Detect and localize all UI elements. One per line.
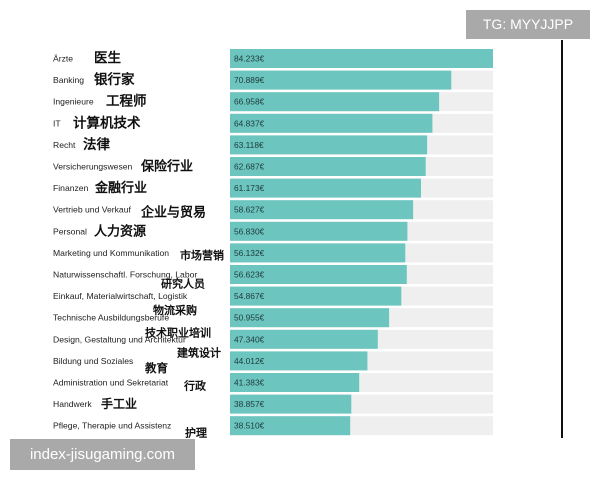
bar bbox=[230, 351, 368, 371]
category-label-zh: 保险行业 bbox=[140, 159, 193, 175]
bar bbox=[230, 265, 407, 284]
category-label-de: Bildung und Soziales bbox=[53, 356, 133, 366]
bar bbox=[230, 113, 433, 133]
category-label-zh: 教育 bbox=[144, 361, 168, 375]
category-label-zh: 法律 bbox=[83, 136, 110, 153]
bar bbox=[230, 329, 378, 349]
bar-value-label: 56.830€ bbox=[234, 226, 265, 236]
category-label-de: Design, Gestaltung und Architektur bbox=[53, 334, 186, 344]
category-label-zh: 物流采购 bbox=[153, 303, 197, 317]
category-label-de: Ärzte bbox=[53, 54, 73, 64]
category-label-zh: 人力资源 bbox=[94, 223, 146, 239]
bar-value-label: 54.867€ bbox=[234, 291, 265, 301]
category-label-de: Vertrieb und Verkauf bbox=[53, 205, 131, 215]
category-label-de: Banking bbox=[53, 75, 84, 85]
bar bbox=[230, 308, 390, 328]
bar bbox=[230, 70, 452, 90]
category-label-zh: 护理 bbox=[185, 426, 207, 440]
bar-value-label: 61.173€ bbox=[234, 183, 265, 193]
bar-value-label: 70.889€ bbox=[234, 75, 265, 85]
watermark-top: TG: MYYJJPP bbox=[466, 10, 590, 39]
category-label-de: Marketing und Kommunikation bbox=[53, 248, 169, 258]
category-label-zh: 研究人员 bbox=[161, 277, 205, 291]
bar-value-label: 47.340€ bbox=[234, 334, 265, 344]
bar-value-label: 56.623€ bbox=[234, 270, 265, 280]
category-label-zh: 企业与贸易 bbox=[140, 205, 206, 221]
category-label-zh: 行政 bbox=[183, 379, 207, 393]
category-label-de: Handwerk bbox=[53, 399, 92, 409]
bar-value-label: 84.233€ bbox=[234, 54, 265, 64]
bar-value-label: 62.687€ bbox=[234, 162, 265, 172]
bar bbox=[230, 286, 402, 306]
bar-value-label: 66.958€ bbox=[234, 97, 265, 107]
bar bbox=[230, 92, 440, 112]
category-label-de: IT bbox=[53, 118, 61, 128]
bar-value-label: 38.510€ bbox=[234, 421, 265, 431]
category-label-zh: 建筑设计 bbox=[177, 345, 221, 359]
category-label-de: Naturwissenschaftl. Forschung, Labor bbox=[53, 270, 197, 280]
bar bbox=[230, 221, 408, 241]
right-divider-line bbox=[561, 40, 563, 438]
bar-value-label: 41.383€ bbox=[234, 378, 265, 388]
bar bbox=[230, 373, 360, 392]
bar bbox=[230, 178, 421, 198]
bar-value-label: 56.132€ bbox=[234, 248, 265, 258]
category-label-zh: 市场营销 bbox=[180, 248, 224, 262]
category-label-zh: 手工业 bbox=[101, 396, 137, 411]
category-label-de: Versicherungswesen bbox=[53, 162, 133, 172]
category-label-de: Technische Ausbildungsberufe bbox=[53, 313, 169, 323]
category-label-zh: 计算机技术 bbox=[73, 114, 141, 131]
bar bbox=[230, 243, 406, 263]
category-label-zh: 工程师 bbox=[106, 93, 147, 110]
category-label-de: Einkauf, Materialwirtschaft, Logistik bbox=[53, 291, 188, 301]
bar-value-label: 38.857€ bbox=[234, 399, 265, 409]
category-label-de: Recht bbox=[53, 140, 76, 150]
bar bbox=[230, 49, 493, 68]
bar bbox=[230, 200, 414, 220]
category-label-zh: 医生 bbox=[94, 50, 121, 67]
bar-value-label: 50.955€ bbox=[234, 313, 265, 323]
bar bbox=[230, 394, 352, 414]
bar-value-label: 44.012€ bbox=[234, 356, 265, 366]
bar-value-label: 64.837€ bbox=[234, 118, 265, 128]
category-label-zh: 金融行业 bbox=[94, 180, 147, 196]
category-label-de: Ingenieure bbox=[53, 97, 94, 107]
category-label-de: Finanzen bbox=[53, 183, 89, 193]
category-label-de: Pflege, Therapie und Assistenz bbox=[53, 421, 171, 431]
category-label-zh: 银行家 bbox=[94, 71, 135, 88]
bar-value-label: 63.118€ bbox=[234, 140, 264, 150]
bar bbox=[230, 157, 426, 176]
category-label-de: Personal bbox=[53, 226, 87, 236]
bar bbox=[230, 416, 351, 436]
category-label-de: Administration und Sekretariat bbox=[53, 378, 169, 388]
bar-value-label: 58.627€ bbox=[234, 205, 265, 215]
watermark-bottom: index-jisugaming.com bbox=[10, 439, 195, 470]
category-label-zh: 技术职业培训 bbox=[145, 326, 211, 340]
bar bbox=[230, 135, 428, 155]
